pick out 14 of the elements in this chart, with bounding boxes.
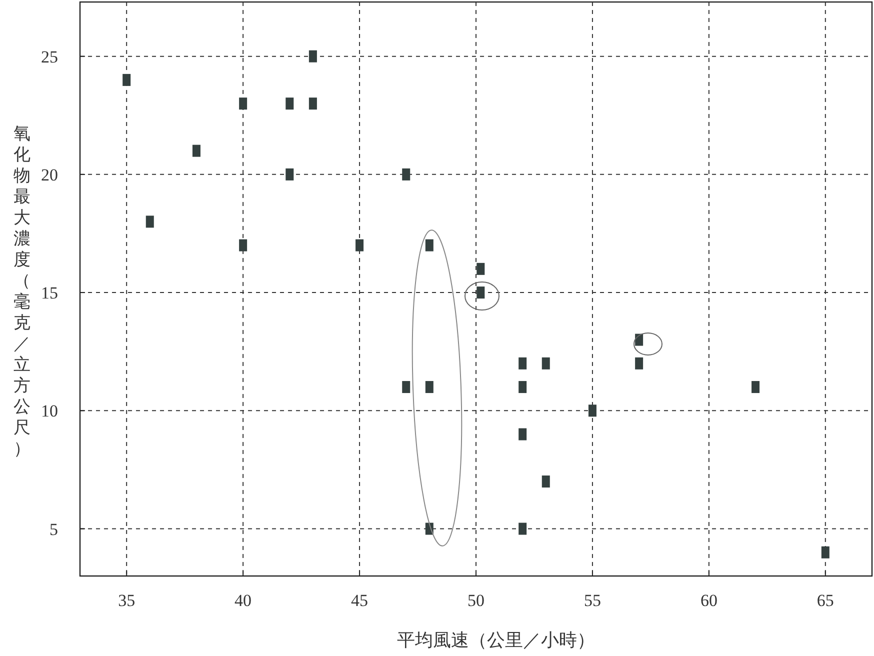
text: 氧化物最大濃度（毫克／立方公尺） [14,124,30,459]
y-tick-label: 25 [41,47,58,66]
y-tick-label: 10 [41,402,58,421]
x-tick-label: 55 [584,591,601,610]
x-tick-label: 60 [700,591,718,610]
x-tick-label: 40 [234,591,252,610]
x-tick-label: 45 [351,591,368,610]
x-tick-label: 50 [468,591,484,610]
x-tick-label: 65 [816,591,834,610]
y-tick-label: 15 [41,284,58,303]
y-tick-label: 5 [50,520,58,539]
y-tick-label: 20 [41,165,58,184]
x-axis-title: 平均風速（公里／小時） [397,630,595,651]
x-tick-label: 35 [118,591,136,610]
